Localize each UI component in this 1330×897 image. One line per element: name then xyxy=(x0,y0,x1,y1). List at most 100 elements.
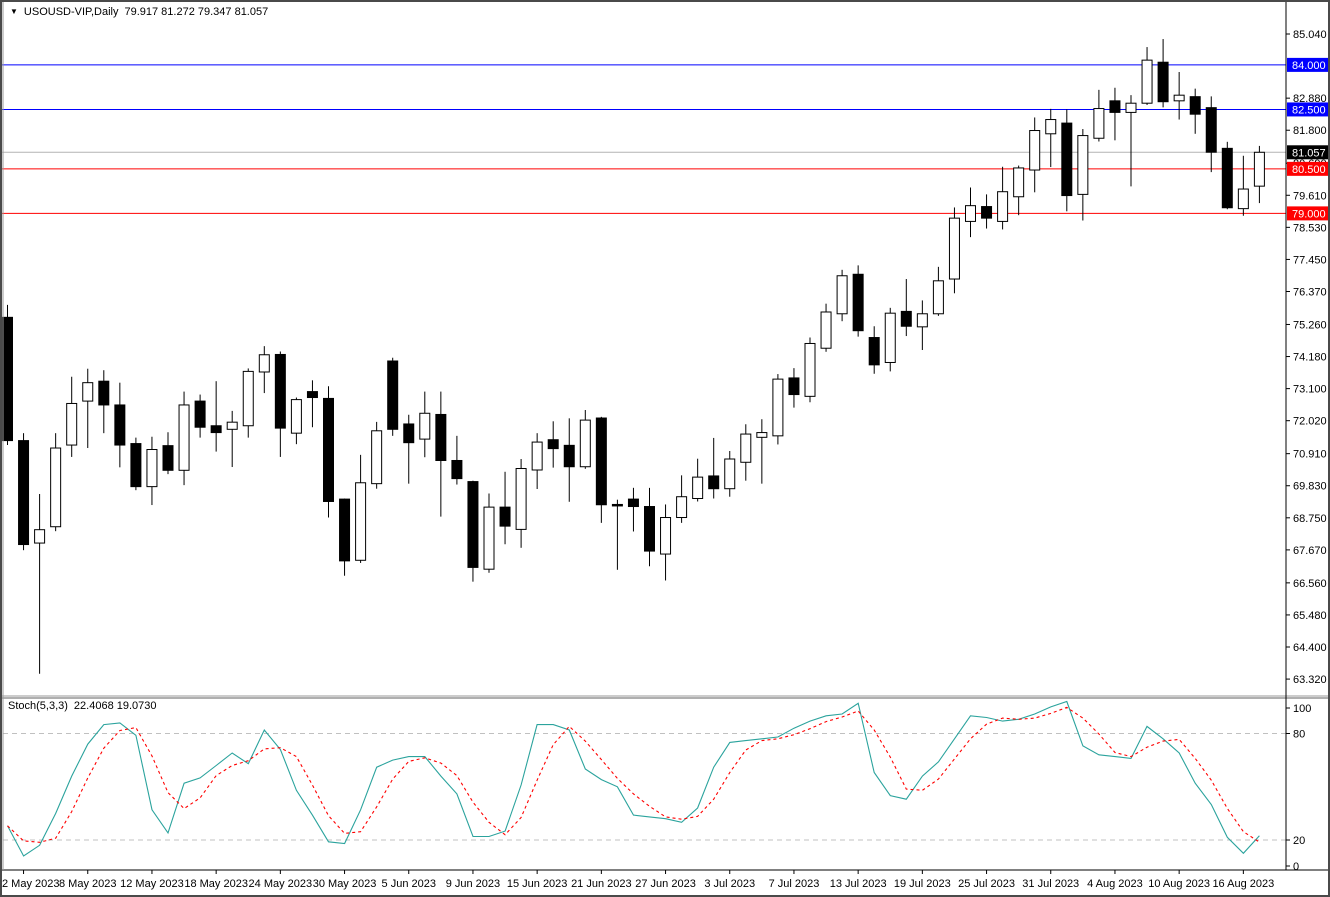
candle-body xyxy=(836,275,848,315)
candle-body xyxy=(1173,94,1185,102)
candle-body xyxy=(1061,122,1073,197)
candle xyxy=(355,454,367,563)
price-axis-label: 82.880 xyxy=(1293,93,1327,105)
candle-body xyxy=(210,425,222,434)
chart-expand-icon[interactable]: ▼ xyxy=(10,7,18,16)
candle-body xyxy=(178,404,190,471)
candle xyxy=(435,391,447,517)
price-badge-label: 82.500 xyxy=(1292,104,1326,116)
price-axis-label: 66.560 xyxy=(1293,578,1327,590)
candle-body xyxy=(258,354,270,373)
price-hlines[interactable] xyxy=(2,64,1286,214)
candle-body xyxy=(306,391,318,399)
candle xyxy=(676,475,688,523)
price-axis-label: 78.530 xyxy=(1293,222,1327,234)
price-axis[interactable]: 85.04082.88081.80080.69079.61078.53077.4… xyxy=(1285,2,1329,873)
candle xyxy=(242,368,254,438)
candle xyxy=(1045,108,1057,168)
candle-body xyxy=(531,441,543,471)
candle xyxy=(788,368,800,408)
candle xyxy=(1221,141,1233,210)
stoch-axis-label: 0 xyxy=(1293,861,1299,873)
candle-body xyxy=(1093,108,1105,139)
candle xyxy=(804,337,816,403)
candle-body xyxy=(1109,100,1121,113)
candle xyxy=(114,382,126,468)
candle xyxy=(660,504,672,581)
candle-body xyxy=(900,310,912,327)
price-badge-label: 81.057 xyxy=(1292,147,1326,159)
time-axis-label: 25 Jul 2023 xyxy=(958,878,1015,890)
candle xyxy=(258,346,270,394)
time-axis-label: 15 Jun 2023 xyxy=(507,878,568,890)
candle-body xyxy=(563,444,575,468)
candle xyxy=(18,433,30,551)
candle-body xyxy=(290,399,302,434)
candle-body xyxy=(114,404,126,446)
candle xyxy=(900,279,912,337)
candle-body xyxy=(50,447,62,528)
candle xyxy=(740,424,752,481)
candle-body xyxy=(772,378,784,437)
candle-body xyxy=(435,413,447,461)
candle-body xyxy=(1253,151,1265,187)
candle-body xyxy=(1013,167,1025,198)
candle-body xyxy=(387,360,399,430)
candle-body xyxy=(419,412,431,440)
time-axis-label: 21 Jun 2023 xyxy=(571,878,632,890)
candle-body xyxy=(852,273,864,332)
candle xyxy=(499,471,511,545)
candle-body xyxy=(756,432,768,438)
candle xyxy=(884,307,896,372)
candle xyxy=(531,433,543,490)
price-axis-label: 79.610 xyxy=(1293,190,1327,202)
candle xyxy=(2,304,13,446)
candle-body xyxy=(1205,107,1217,153)
candle-body xyxy=(82,382,94,402)
time-axis[interactable]: 2 May 2023 8 May 2023 12 May 2023 18 May 20… xyxy=(0,869,1330,890)
candle-body xyxy=(1221,147,1233,209)
candle xyxy=(547,421,559,468)
candle xyxy=(868,326,880,374)
candle xyxy=(419,391,431,458)
candle-body xyxy=(371,430,383,485)
price-badge xyxy=(1287,161,1329,176)
candle-body xyxy=(981,206,993,219)
candle xyxy=(1253,145,1265,204)
candle xyxy=(483,493,495,573)
time-axis-label: 8 May 2023 xyxy=(59,878,116,890)
candle-body xyxy=(708,475,720,490)
candle xyxy=(339,498,351,576)
candle-body xyxy=(595,417,607,506)
time-axis-label: 10 Aug 2023 xyxy=(1148,878,1210,890)
price-badge-label: 79.000 xyxy=(1292,208,1326,220)
price-badge xyxy=(1287,102,1329,117)
candle xyxy=(756,419,768,484)
price-axis-label: 74.180 xyxy=(1293,352,1327,364)
candle-body xyxy=(820,311,832,349)
time-axis-label: 30 May 2023 xyxy=(313,878,377,890)
candle xyxy=(451,435,463,485)
stochastic-panel xyxy=(3,700,1286,857)
candle-body xyxy=(242,370,254,427)
candle xyxy=(1157,39,1169,108)
time-axis-label: 16 Aug 2023 xyxy=(1212,878,1274,890)
candle-body xyxy=(2,316,13,442)
candle xyxy=(627,487,639,532)
candle-body xyxy=(676,496,688,519)
price-axis-label: 64.400 xyxy=(1293,642,1327,654)
candle-body xyxy=(547,439,559,450)
candle xyxy=(916,300,928,351)
time-axis-label: 31 Jul 2023 xyxy=(1022,878,1079,890)
candle xyxy=(1109,87,1121,141)
candle xyxy=(66,376,78,457)
time-axis-label: 12 May 2023 xyxy=(120,878,184,890)
candle-body xyxy=(499,506,511,527)
candle xyxy=(146,436,158,506)
candle-body xyxy=(18,440,30,546)
time-axis-label: 13 Jul 2023 xyxy=(830,878,887,890)
candle xyxy=(692,458,704,502)
candle-body xyxy=(483,506,495,570)
candle-body xyxy=(804,342,816,397)
